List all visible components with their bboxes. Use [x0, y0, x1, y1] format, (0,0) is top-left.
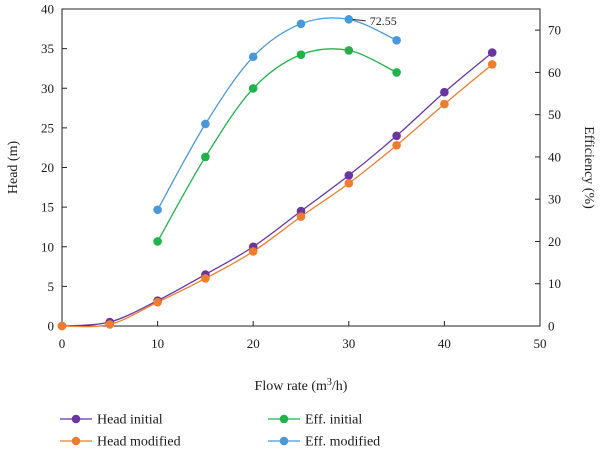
point-eff-modified [344, 15, 354, 24]
x-tick-label: 10 [151, 336, 164, 351]
legend-swatch-marker [279, 436, 289, 446]
point-eff-initial [201, 152, 210, 162]
x-tick-label: 50 [534, 336, 547, 351]
legend: Head initial Head modified Eff. initial Eff… [60, 413, 380, 450]
legend-item-head-modified: Head modified [60, 435, 181, 450]
y-right-axis-title: Efficiency (%) [581, 126, 596, 209]
annotation-layer: 72.55 [352, 14, 397, 28]
point-head-modified [392, 141, 401, 150]
y-left-tick-label: 10 [41, 239, 54, 254]
legend-swatch-marker [71, 436, 81, 446]
point-eff-initial [296, 50, 306, 59]
series-line-head-modified [61, 63, 493, 328]
x-tick-label: 0 [59, 336, 66, 351]
y-left-tick-label: 25 [41, 120, 54, 135]
point-eff-modified [248, 52, 258, 62]
legend-label: Head initial [97, 413, 163, 428]
y-left-tick-label: 20 [41, 160, 54, 175]
point-head-modified [296, 212, 306, 221]
y-left-tick-label: 0 [48, 319, 55, 334]
y-right-tick-label: 0 [548, 319, 555, 334]
point-eff-modified [296, 19, 306, 29]
series-line-head-initial [61, 52, 493, 327]
legend-swatch-marker [71, 414, 81, 424]
series-line-eff-modified [157, 17, 397, 211]
point-eff-modified [153, 205, 162, 215]
point-eff-initial [153, 237, 162, 246]
y-left-axis-title: Head (m) [6, 141, 21, 195]
point-eff-initial [392, 68, 401, 77]
point-eff-modified [392, 35, 401, 45]
point-head-modified [201, 274, 210, 283]
y-right-tick-label: 40 [548, 149, 561, 164]
point-head-modified [105, 320, 115, 329]
legend-label: Eff. initial [305, 413, 362, 428]
point-head-modified [248, 247, 258, 256]
point-head-modified [57, 321, 67, 331]
point-head-modified [440, 99, 449, 109]
y-left-tick-label: 35 [41, 41, 54, 56]
x-tick-label: 30 [342, 336, 355, 351]
legend-label: Eff. modified [305, 435, 380, 450]
y-right-tick-label: 50 [548, 107, 561, 122]
point-head-initial [487, 48, 497, 57]
legend-item-eff-initial: Eff. initial [268, 413, 362, 428]
axes: 0 10 20 30 40 5005101520253035400102030405060… [6, 2, 596, 395]
y-right-tick-label: 30 [548, 192, 561, 207]
legend-item-eff-modified: Eff. modified [268, 435, 380, 450]
x-tick-label: 40 [438, 336, 451, 351]
point-head-modified [344, 179, 354, 188]
point-head-initial [344, 171, 354, 180]
y-right-tick-label: 20 [548, 234, 561, 249]
y-left-tick-label: 30 [41, 81, 54, 96]
annotation-leader [352, 18, 366, 22]
point-head-modified [153, 297, 162, 307]
y-right-tick-label: 70 [548, 23, 561, 38]
series-layer [57, 15, 497, 331]
y-right-tick-label: 10 [548, 276, 561, 291]
legend-label: Head modified [97, 435, 181, 450]
x-tick-label: 20 [247, 336, 260, 351]
point-eff-initial [248, 84, 258, 93]
y-right-tick-label: 60 [548, 65, 561, 80]
legend-item-head-initial: Head initial [60, 413, 163, 428]
x-axis-title: Flow rate (m3/h) [255, 377, 348, 394]
y-left-tick-label: 40 [41, 2, 54, 17]
point-head-modified [487, 60, 497, 69]
annotation-label: 72.55 [370, 14, 397, 28]
point-eff-modified [201, 119, 210, 129]
y-left-tick-label: 5 [48, 279, 55, 294]
y-left-tick-label: 15 [41, 200, 54, 215]
legend-swatch-marker [279, 414, 289, 424]
point-head-initial [440, 87, 449, 97]
point-head-initial [392, 131, 401, 141]
point-eff-initial [344, 46, 354, 55]
